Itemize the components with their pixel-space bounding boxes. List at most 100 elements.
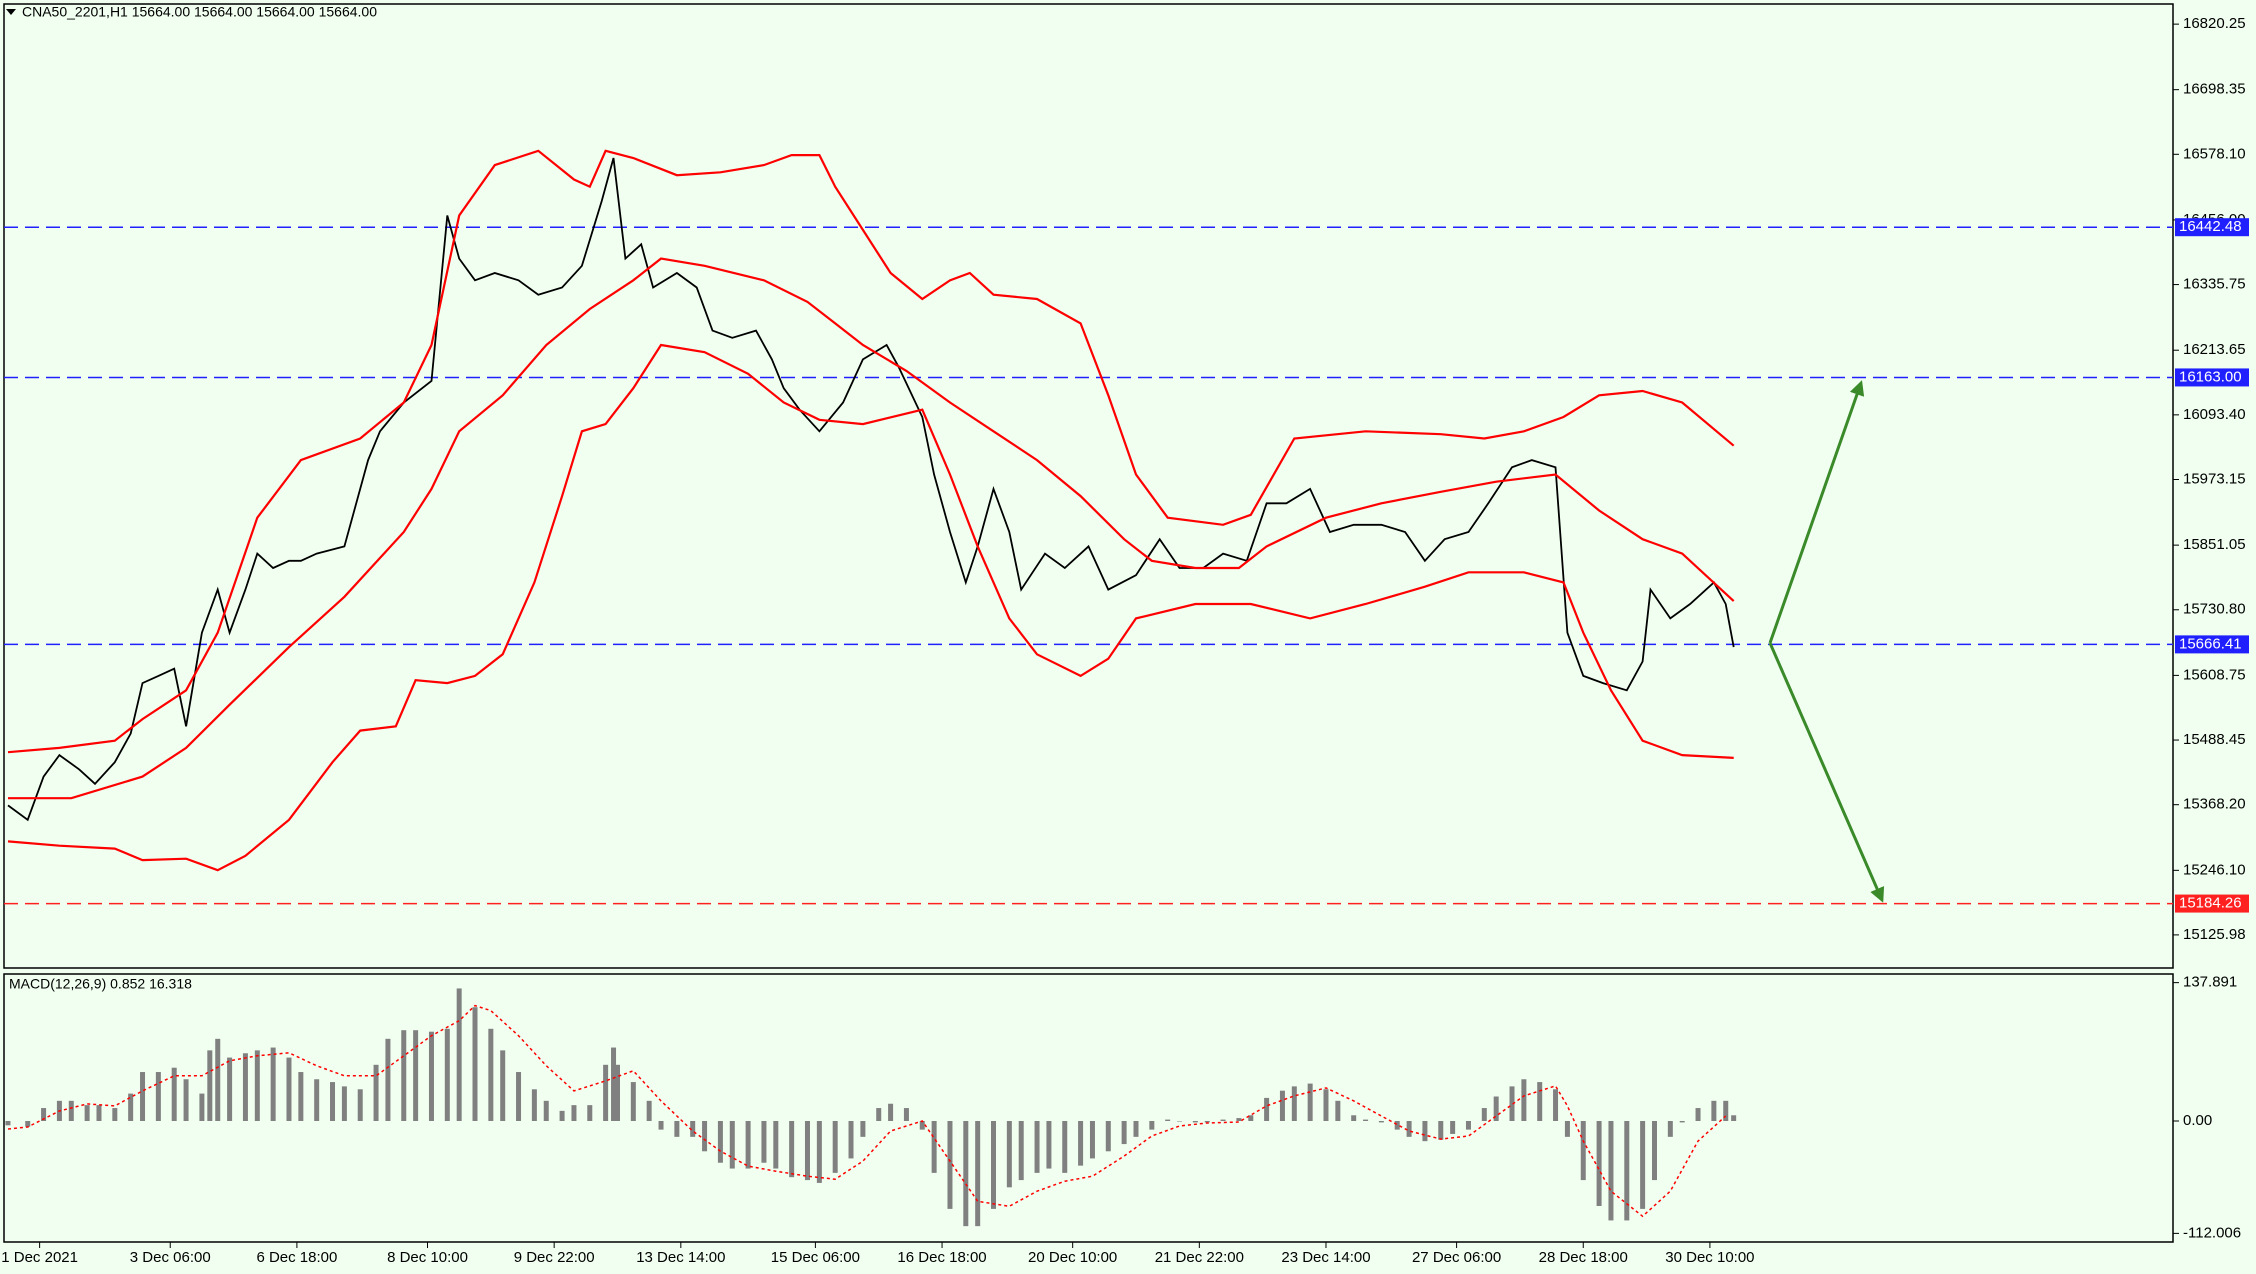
macd-bar xyxy=(690,1120,696,1137)
level-label: 15184.26 xyxy=(2179,895,2242,912)
macd-bar xyxy=(1406,1120,1412,1137)
macd-bar xyxy=(630,1082,636,1121)
macd-bar xyxy=(1192,1120,1198,1123)
y-tick-label: 16820.25 xyxy=(2183,15,2246,32)
y-tick-label: 15973.15 xyxy=(2183,470,2246,487)
macd-bar xyxy=(1204,1120,1210,1123)
macd-bar xyxy=(357,1089,363,1121)
title-marker xyxy=(6,9,16,15)
macd-panel-frame xyxy=(3,973,2174,1243)
macd-bar xyxy=(472,1007,478,1121)
macd-bar xyxy=(314,1079,320,1121)
macd-bar xyxy=(1089,1120,1095,1159)
macd-bar xyxy=(1351,1115,1357,1121)
macd-bar xyxy=(1608,1120,1614,1221)
y-tick-label: 16578.10 xyxy=(2183,145,2246,162)
macd-bar xyxy=(25,1120,31,1127)
macd-bar xyxy=(1450,1120,1456,1134)
macd-bar xyxy=(1394,1120,1400,1130)
band-line xyxy=(7,343,1734,872)
macd-bar xyxy=(1264,1097,1270,1121)
level-label: 16442.48 xyxy=(2179,218,2242,235)
y-tick-label: 15608.75 xyxy=(2183,666,2246,683)
macd-bar xyxy=(658,1120,664,1130)
macd-bar xyxy=(611,1047,617,1121)
macd-bar xyxy=(603,1064,609,1121)
x-tick-label: 1 Dec 2021 xyxy=(1,1249,78,1266)
macd-bar xyxy=(298,1072,304,1121)
macd-bar xyxy=(456,988,462,1121)
y-tick-label: 0.00 xyxy=(2183,1112,2212,1129)
macd-bar xyxy=(816,1120,822,1183)
macd-bar xyxy=(1062,1120,1068,1173)
y-tick-label: 16093.40 xyxy=(2183,406,2246,423)
macd-bar xyxy=(428,1031,434,1121)
macd-bar xyxy=(745,1120,751,1169)
macd-bar xyxy=(1006,1120,1012,1188)
macd-bar xyxy=(1695,1108,1701,1121)
macd-bar xyxy=(128,1093,134,1121)
macd-bar xyxy=(516,1072,522,1121)
x-tick-label: 23 Dec 14:00 xyxy=(1281,1249,1370,1266)
macd-bar xyxy=(1723,1100,1729,1121)
x-tick-label: 30 Dec 10:00 xyxy=(1665,1249,1754,1266)
y-tick-label: 16698.35 xyxy=(2183,81,2246,98)
y-tick-label: 16213.65 xyxy=(2183,341,2246,358)
macd-bar xyxy=(947,1120,953,1209)
x-tick-label: 3 Dec 06:00 xyxy=(130,1249,211,1266)
macd-bar xyxy=(444,1028,450,1121)
macd-bar xyxy=(559,1110,565,1121)
x-tick-label: 13 Dec 14:00 xyxy=(636,1249,725,1266)
macd-bar xyxy=(227,1057,233,1121)
macd-bar xyxy=(41,1108,47,1121)
macd-bar xyxy=(1493,1096,1499,1121)
macd-bar xyxy=(531,1089,537,1121)
signal-line xyxy=(7,1004,1727,1218)
macd-bar xyxy=(804,1120,810,1181)
macd-bar xyxy=(543,1100,549,1121)
macd-bar xyxy=(702,1120,708,1152)
macd-bar xyxy=(1307,1083,1313,1121)
macd-bar xyxy=(401,1030,407,1121)
y-tick-label: 15246.10 xyxy=(2183,861,2246,878)
macd-bar xyxy=(1335,1100,1341,1121)
macd-bar xyxy=(1537,1082,1543,1121)
band-line xyxy=(8,257,1735,800)
macd-bar xyxy=(413,1030,419,1121)
macd-bar xyxy=(1034,1120,1040,1173)
down-arrow xyxy=(1768,642,1885,903)
macd-bar xyxy=(1422,1120,1428,1142)
macd-bar xyxy=(270,1047,276,1121)
y-tick-label: 15125.98 xyxy=(2183,926,2246,943)
macd-bar xyxy=(1105,1120,1111,1152)
macd-bar xyxy=(1465,1120,1471,1130)
y-tick-label: 15488.45 xyxy=(2183,731,2246,748)
macd-bar xyxy=(183,1079,189,1121)
macd-bar xyxy=(1667,1120,1673,1137)
macd-bar xyxy=(1149,1120,1155,1130)
macd-bar xyxy=(385,1038,391,1121)
level-label-box xyxy=(2175,218,2249,237)
macd-bar xyxy=(903,1108,909,1121)
main-panel-frame xyxy=(3,3,2174,969)
x-tick-label: 20 Dec 10:00 xyxy=(1028,1249,1117,1266)
macd-bar xyxy=(571,1105,577,1121)
macd-bar xyxy=(207,1050,213,1121)
macd-bar xyxy=(215,1038,221,1121)
macd-bar xyxy=(1220,1119,1226,1121)
macd-bar xyxy=(341,1086,347,1121)
macd-bar xyxy=(1378,1120,1384,1123)
y-tick-label: 15851.05 xyxy=(2183,536,2246,553)
macd-bar xyxy=(330,1082,336,1121)
macd-bar xyxy=(112,1108,118,1121)
x-tick-label: 15 Dec 06:00 xyxy=(771,1249,860,1266)
macd-bar xyxy=(96,1105,102,1121)
macd-bar xyxy=(1078,1120,1084,1166)
level-label: 15666.41 xyxy=(2179,635,2242,652)
macd-bar xyxy=(773,1120,779,1169)
macd-bar xyxy=(242,1053,248,1121)
macd-bar xyxy=(5,1120,11,1126)
y-tick-label: -112.006 xyxy=(2183,1224,2241,1241)
macd-bar xyxy=(789,1120,795,1178)
